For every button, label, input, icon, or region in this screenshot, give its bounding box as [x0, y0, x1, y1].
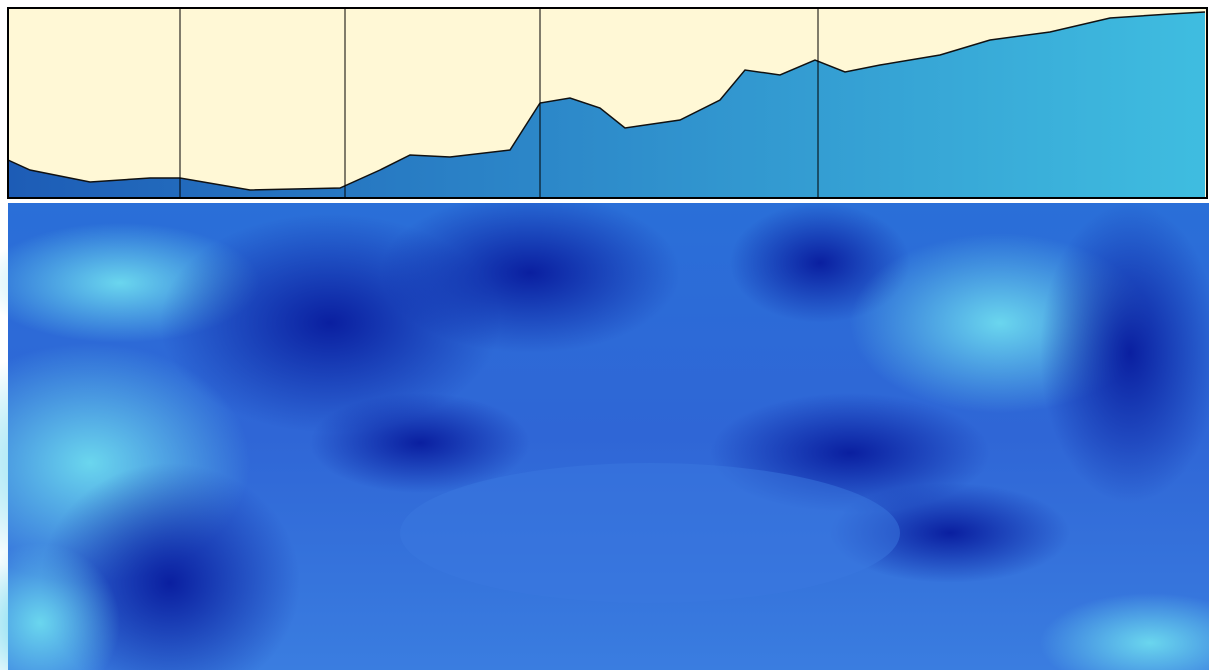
terrain-view: [0, 203, 1209, 670]
profile-area: [8, 12, 1205, 198]
terrain-shading: [0, 203, 1209, 670]
profile-line: [7, 11, 1206, 191]
profile-chart: [7, 7, 1208, 199]
plot-border: [7, 7, 1208, 199]
